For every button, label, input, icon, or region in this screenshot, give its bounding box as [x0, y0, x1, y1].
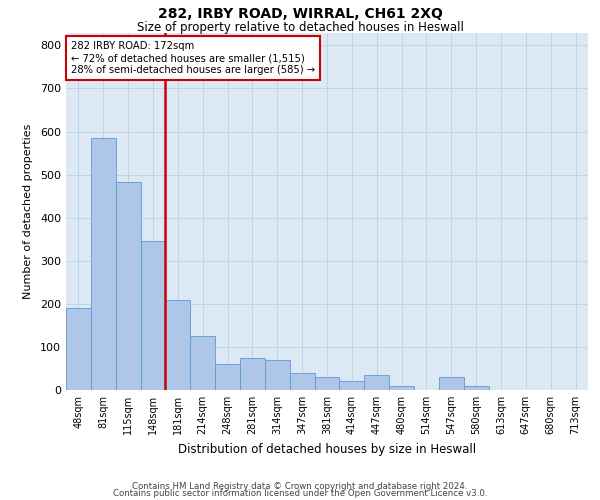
Text: 282, IRBY ROAD, WIRRAL, CH61 2XQ: 282, IRBY ROAD, WIRRAL, CH61 2XQ	[158, 8, 442, 22]
Y-axis label: Number of detached properties: Number of detached properties	[23, 124, 33, 299]
Text: Contains public sector information licensed under the Open Government Licence v3: Contains public sector information licen…	[113, 490, 487, 498]
Bar	[116, 182, 140, 390]
Bar	[364, 375, 389, 390]
Text: 282 IRBY ROAD: 172sqm
← 72% of detached houses are smaller (1,515)
28% of semi-d: 282 IRBY ROAD: 172sqm ← 72% of detached …	[71, 42, 316, 74]
Text: Size of property relative to detached houses in Heswall: Size of property relative to detached ho…	[137, 21, 463, 34]
Bar	[215, 364, 240, 390]
Bar	[314, 377, 340, 390]
Bar	[91, 138, 116, 390]
Bar	[340, 382, 364, 390]
Bar	[464, 386, 488, 390]
X-axis label: Distribution of detached houses by size in Heswall: Distribution of detached houses by size …	[178, 442, 476, 456]
Bar	[290, 373, 314, 390]
Bar	[66, 308, 91, 390]
Text: Contains HM Land Registry data © Crown copyright and database right 2024.: Contains HM Land Registry data © Crown c…	[132, 482, 468, 491]
Bar	[190, 336, 215, 390]
Bar	[265, 360, 290, 390]
Bar	[140, 240, 166, 390]
Bar	[240, 358, 265, 390]
Bar	[389, 386, 414, 390]
Bar	[166, 300, 190, 390]
Bar	[439, 377, 464, 390]
